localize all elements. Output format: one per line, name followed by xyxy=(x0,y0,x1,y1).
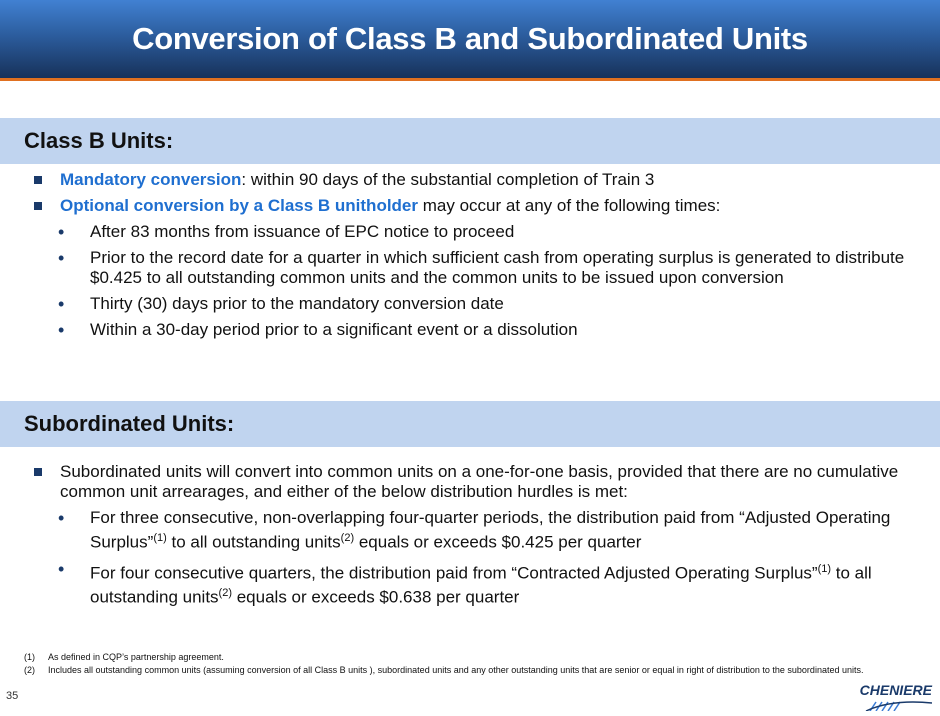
text: equals or exceeds $0.638 per quarter xyxy=(232,587,520,607)
text: to all outstanding units xyxy=(166,532,341,552)
footnote-number: (2) xyxy=(24,665,35,675)
sub-list-item: After 83 months from issuance of EPC not… xyxy=(34,222,914,242)
footnote: (2) Includes all outstanding common units… xyxy=(24,664,904,677)
text: For four consecutive quarters, the distr… xyxy=(90,563,818,583)
cheniere-logo: CHENIERE xyxy=(859,682,933,716)
footnote-text: Includes all outstanding common units (a… xyxy=(48,665,864,675)
section-header-class-b: Class B Units: xyxy=(0,118,940,164)
text: For three consecutive, non-overlapping f… xyxy=(90,508,891,552)
class-b-list: Mandatory conversion: within 90 days of … xyxy=(34,170,914,346)
page-title: Conversion of Class B and Subordinated U… xyxy=(132,21,808,56)
item-text: may occur at any of the following times: xyxy=(418,196,721,215)
item-text: : within 90 days of the substantial comp… xyxy=(241,170,655,189)
sub-list-item: Thirty (30) days prior to the mandatory … xyxy=(34,294,914,314)
section-header-subordinated: Subordinated Units: xyxy=(0,401,940,447)
list-item: Subordinated units will convert into com… xyxy=(34,462,914,502)
footnote-number: (1) xyxy=(24,652,35,662)
section-title: Subordinated Units: xyxy=(24,411,235,436)
footnote-text: As defined in CQP’s partnership agreemen… xyxy=(48,652,224,662)
footnotes: (1) As defined in CQP’s partnership agree… xyxy=(24,651,904,677)
highlight-text: Optional conversion by a Class B unithol… xyxy=(60,196,419,215)
text: equals or exceeds $0.425 per quarter xyxy=(354,532,642,552)
sub-list-item: For three consecutive, non-overlapping f… xyxy=(34,508,914,553)
footnote-ref: (1) xyxy=(817,562,832,575)
section-title: Class B Units: xyxy=(24,128,174,153)
page-number: 35 xyxy=(6,690,19,702)
list-item: Mandatory conversion: within 90 days of … xyxy=(34,170,914,190)
sub-list-item: Within a 30-day period prior to a signif… xyxy=(34,320,914,340)
footnote: (1) As defined in CQP’s partnership agree… xyxy=(24,651,904,664)
text: to all outstanding units xyxy=(90,563,872,607)
title-bar: Conversion of Class B and Subordinated U… xyxy=(0,0,940,81)
sub-list-item: Prior to the record date for a quarter i… xyxy=(34,248,914,288)
sub-list-item: For four consecutive quarters, the distr… xyxy=(34,559,914,608)
footnote-ref: (2) xyxy=(218,587,232,600)
logo-swoosh-icon xyxy=(865,701,933,712)
subordinated-list: Subordinated units will convert into com… xyxy=(34,462,914,614)
logo-text: CHENIERE xyxy=(859,682,932,698)
list-item: Optional conversion by a Class B unithol… xyxy=(34,196,914,216)
footnote-ref: (1) xyxy=(153,532,167,544)
highlight-text: Mandatory conversion xyxy=(60,170,242,189)
footnote-ref: (2) xyxy=(340,532,355,544)
